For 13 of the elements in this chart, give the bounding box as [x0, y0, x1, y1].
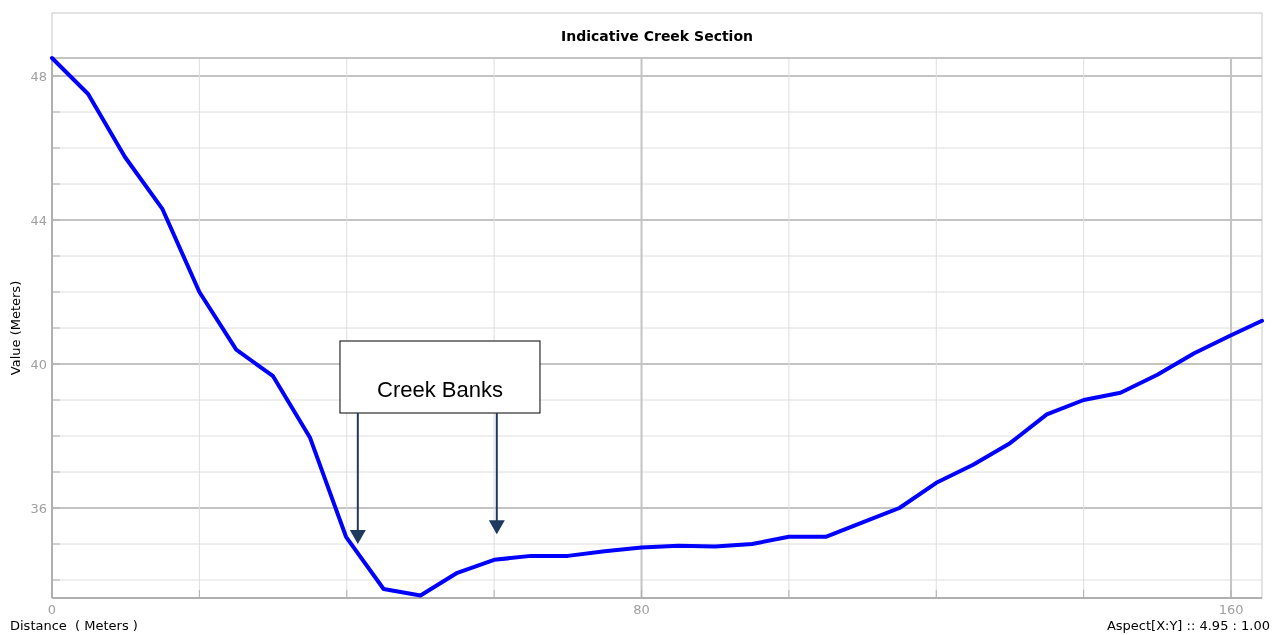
y-tick-label: 40 [30, 357, 47, 372]
x-tick-label: 160 [1218, 602, 1244, 617]
line-series [50, 56, 1264, 598]
x-tick-label: 0 [47, 602, 57, 617]
y-tick-label: 44 [30, 213, 47, 228]
y-tick-label: 48 [30, 69, 47, 84]
chart-title: Indicative Creek Section [560, 28, 754, 44]
y-axis-title: Value (Meters) [8, 280, 23, 376]
y-tick-label: 36 [30, 501, 47, 516]
x-tick-label: 80 [633, 602, 650, 617]
text: Aspect[X:Y] :: 4.95 : 1.00 [1106, 618, 1270, 633]
x-axis-title: Distance ( Meters ) [10, 618, 138, 633]
annotation: Creek Banks [377, 377, 503, 402]
